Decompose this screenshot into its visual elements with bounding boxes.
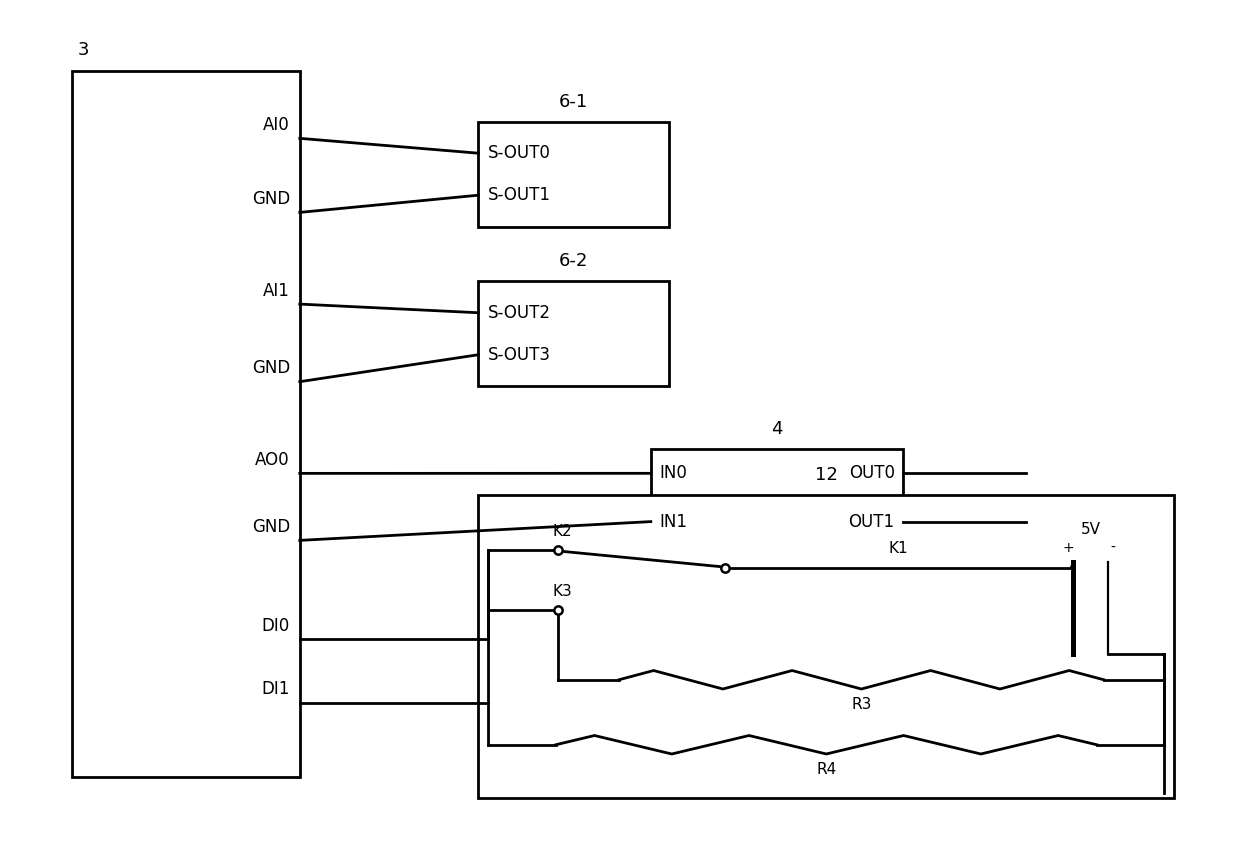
Text: R3: R3 bbox=[851, 696, 872, 711]
Text: R4: R4 bbox=[816, 762, 837, 777]
Text: S-OUT2: S-OUT2 bbox=[489, 304, 552, 321]
FancyBboxPatch shape bbox=[479, 495, 1174, 798]
FancyBboxPatch shape bbox=[651, 449, 903, 546]
Text: -: - bbox=[1111, 541, 1115, 555]
Text: IN0: IN0 bbox=[660, 465, 687, 483]
Text: AI0: AI0 bbox=[263, 116, 290, 134]
Text: S-OUT1: S-OUT1 bbox=[489, 187, 552, 204]
Text: K3: K3 bbox=[552, 584, 572, 600]
Text: DI1: DI1 bbox=[262, 680, 290, 699]
FancyBboxPatch shape bbox=[72, 71, 300, 777]
FancyBboxPatch shape bbox=[479, 122, 670, 226]
Text: DI0: DI0 bbox=[262, 617, 290, 635]
Text: 6-2: 6-2 bbox=[559, 253, 589, 271]
Text: S-OUT0: S-OUT0 bbox=[489, 144, 551, 162]
Text: 6-1: 6-1 bbox=[559, 92, 589, 111]
Text: K2: K2 bbox=[552, 524, 572, 538]
Text: 12: 12 bbox=[815, 466, 838, 484]
Text: GND: GND bbox=[252, 360, 290, 377]
FancyBboxPatch shape bbox=[479, 282, 670, 386]
Text: OUT0: OUT0 bbox=[848, 465, 895, 483]
Text: AI1: AI1 bbox=[263, 282, 290, 300]
Text: IN1: IN1 bbox=[660, 512, 687, 531]
Text: GND: GND bbox=[252, 190, 290, 209]
Text: OUT1: OUT1 bbox=[848, 512, 895, 531]
Text: GND: GND bbox=[252, 518, 290, 536]
Text: S-OUT3: S-OUT3 bbox=[489, 346, 552, 364]
Text: 3: 3 bbox=[78, 41, 89, 59]
Text: 4: 4 bbox=[771, 421, 782, 438]
Text: +: + bbox=[1063, 541, 1074, 555]
Text: 5V: 5V bbox=[1081, 522, 1101, 537]
Text: K1: K1 bbox=[888, 542, 908, 556]
Text: AO0: AO0 bbox=[255, 451, 290, 469]
